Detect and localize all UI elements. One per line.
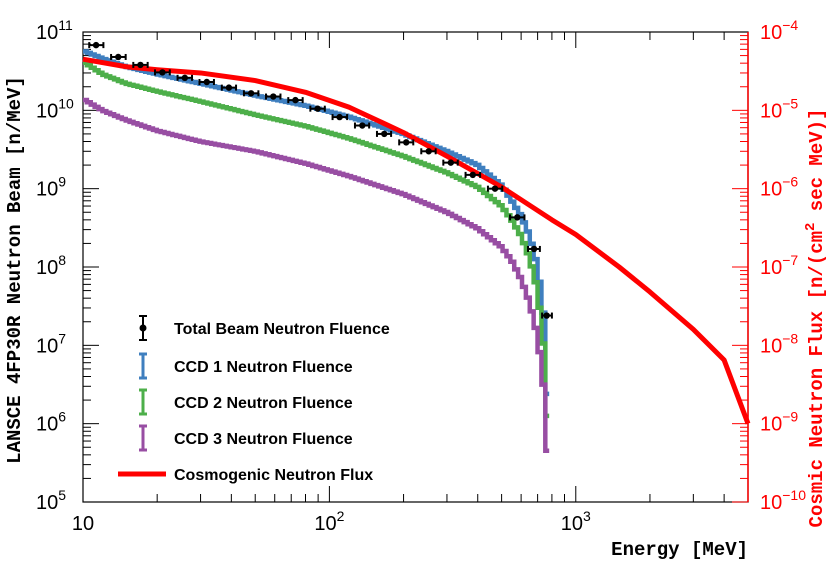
y-right-tick-label: 10−7 xyxy=(760,252,798,279)
y-right-tick-label: 10−10 xyxy=(760,487,806,514)
y-left-tick-label: 1011 xyxy=(36,17,73,44)
y-left-tick-label: 105 xyxy=(36,487,66,514)
total-beam-marker xyxy=(469,171,477,179)
total-beam-marker xyxy=(543,312,550,319)
total-beam-point xyxy=(527,245,541,253)
total-beam-point xyxy=(353,122,371,129)
total-beam-point xyxy=(176,74,194,82)
svg-text:CCD 2 Neutron Fluence: CCD 2 Neutron Fluence xyxy=(174,395,353,412)
total-beam-marker xyxy=(491,185,499,192)
total-beam-marker xyxy=(425,148,432,155)
y-left-tick-label: 106 xyxy=(36,409,66,436)
total-beam-marker xyxy=(203,78,210,86)
total-beam-point xyxy=(132,61,149,69)
total-beam-marker xyxy=(137,61,144,69)
total-beam-point xyxy=(198,78,215,86)
total-beam-point xyxy=(541,312,553,319)
total-beam-marker xyxy=(292,96,299,104)
tick-labels: 10 102 103 1011 1010 109 108 107 106 105 10−4 10−5 1… xyxy=(36,17,806,535)
total-beam-marker xyxy=(225,84,233,91)
total-beam-marker xyxy=(247,90,255,97)
series-ccd3-histogram xyxy=(83,97,550,454)
svg-text:Cosmogenic Neutron Flux: Cosmogenic Neutron Flux xyxy=(174,467,373,484)
y-right-axis-title: Cosmic Neutron Flux [n/(cm2 sec MeV)] xyxy=(803,109,828,528)
total-beam-point xyxy=(287,96,304,104)
total-beam-marker xyxy=(314,105,321,112)
x-tick-label: 10 xyxy=(72,513,94,535)
axis-ticks xyxy=(82,32,749,503)
y-right-axis-title-exp: 2 xyxy=(803,223,819,231)
data-layer xyxy=(82,41,751,454)
y-right-tick-label: 10−8 xyxy=(760,330,798,357)
legend-entry-total-beam: Total Beam Neutron Fluence xyxy=(139,315,390,341)
total-beam-marker xyxy=(359,122,366,129)
total-beam-point xyxy=(309,105,326,112)
total-beam-marker xyxy=(381,130,388,138)
y-left-tick-label: 1010 xyxy=(36,95,74,122)
y-left-tick-label: 107 xyxy=(36,330,66,357)
y-right-tick-label: 10−9 xyxy=(760,409,798,436)
legend-entry-ccd1: CCD 1 Neutron Fluence xyxy=(139,352,353,380)
total-beam-point xyxy=(331,113,349,121)
total-beam-marker xyxy=(92,41,100,49)
y-right-tick-label: 10−4 xyxy=(760,17,798,44)
total-beam-point xyxy=(110,53,127,61)
total-beam-point xyxy=(442,159,459,166)
total-beam-marker xyxy=(336,113,343,121)
total-beam-point xyxy=(88,41,105,49)
total-beam-marker xyxy=(115,53,122,61)
total-beam-marker xyxy=(514,214,521,221)
x-tick-label: 103 xyxy=(561,508,591,535)
total-beam-marker xyxy=(530,245,538,253)
total-beam-point xyxy=(375,130,393,138)
total-beam-marker xyxy=(159,69,166,76)
total-beam-point xyxy=(242,90,260,97)
y-right-tick-label: 10−5 xyxy=(760,95,798,122)
svg-text:CCD 3 Neutron Fluence: CCD 3 Neutron Fluence xyxy=(174,431,353,448)
x-tick-label: 102 xyxy=(314,508,344,535)
svg-text:Total Beam Neutron Fluence: Total Beam Neutron Fluence xyxy=(174,321,390,338)
svg-text:CCD 1 Neutron Fluence: CCD 1 Neutron Fluence xyxy=(174,359,353,376)
total-beam-marker xyxy=(181,74,189,82)
total-beam-point xyxy=(509,214,526,221)
legend-entry-ccd3: CCD 3 Neutron Fluence xyxy=(139,424,353,452)
y-left-tick-label: 108 xyxy=(36,252,66,279)
total-beam-point xyxy=(486,185,504,192)
legend: Total Beam Neutron Fluence CCD 1 Neutron… xyxy=(118,315,390,484)
legend-entry-ccd2: CCD 2 Neutron Fluence xyxy=(139,388,353,416)
series-cosmogenic-line xyxy=(82,56,751,425)
total-beam-marker xyxy=(447,159,455,166)
y-left-axis-title: LANSCE 4FP30R Neutron Beam [n/MeV] xyxy=(4,76,26,464)
plot-area xyxy=(82,31,749,503)
total-beam-marker xyxy=(403,139,410,146)
total-beam-marker xyxy=(270,93,277,100)
total-beam-point xyxy=(464,171,482,179)
total-beam-point xyxy=(265,93,282,100)
y-right-tick-label: 10−6 xyxy=(760,174,798,201)
legend-entry-cosmogenic: Cosmogenic Neutron Flux xyxy=(118,467,373,484)
total-beam-point xyxy=(420,148,437,155)
x-axis-title: Energy [MeV] xyxy=(611,539,748,561)
total-beam-point xyxy=(220,84,238,91)
series-ccd2-histogram xyxy=(83,60,550,419)
total-beam-point xyxy=(398,139,415,146)
total-beam-point xyxy=(154,69,171,76)
y-left-tick-label: 109 xyxy=(36,174,66,201)
